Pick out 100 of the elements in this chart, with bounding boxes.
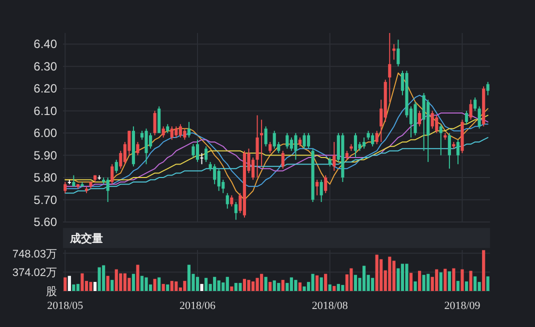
candlestick [114, 159, 118, 174]
bar [272, 280, 276, 291]
bar [238, 282, 242, 291]
candlestick [192, 144, 195, 158]
bar [354, 274, 358, 291]
candlestick [162, 126, 165, 138]
bar [448, 271, 451, 291]
candlestick [196, 139, 200, 162]
bar [464, 281, 468, 291]
candlestick [478, 106, 481, 130]
y-tick-label: 5.90 [34, 148, 58, 162]
candlestick [256, 114, 259, 178]
bar [264, 276, 268, 291]
bar [414, 281, 417, 291]
candlestick [260, 119, 264, 167]
candlestick [230, 194, 234, 207]
candlestick [144, 128, 148, 165]
candlestick [72, 174, 76, 187]
candlestick [448, 132, 451, 170]
candlestick [110, 164, 114, 185]
bar [456, 280, 460, 291]
bar [409, 272, 413, 291]
y-tick-label: 5.70 [34, 192, 58, 207]
y-tick-label: 5.80 [34, 170, 58, 185]
candlestick [430, 110, 434, 130]
bar [144, 277, 148, 291]
bar [332, 286, 336, 291]
bar [256, 278, 259, 291]
candlestick [435, 114, 438, 134]
bar [388, 256, 392, 291]
candlestick [294, 132, 298, 160]
bar [341, 284, 344, 291]
bar [371, 278, 374, 291]
bar [166, 284, 170, 291]
candlestick [474, 96, 477, 112]
bar [486, 276, 490, 291]
bar [268, 282, 272, 291]
bar [281, 280, 284, 291]
candlestick [268, 141, 272, 154]
bar [68, 276, 71, 291]
bar [80, 273, 84, 291]
x-tick-label: 2018/09 [444, 300, 481, 312]
y-tick-label: 5.60 [34, 215, 58, 229]
bar [482, 250, 486, 291]
candlestick [217, 168, 220, 192]
bar [183, 280, 186, 291]
bar [102, 265, 106, 291]
candlestick [187, 121, 190, 138]
candlestick [281, 150, 284, 170]
candlestick [136, 141, 140, 156]
bar [123, 273, 126, 291]
bar [311, 274, 314, 291]
bar [302, 286, 306, 291]
bar [247, 280, 250, 291]
bar [242, 278, 246, 291]
bar [140, 276, 144, 291]
bar [76, 284, 80, 291]
bar [316, 275, 319, 291]
chart-title: 成交量 [69, 232, 103, 245]
bar [439, 272, 442, 291]
y-tick-label: 6.40 [34, 37, 58, 52]
bar [251, 281, 255, 291]
bar [230, 286, 234, 291]
candlestick [486, 81, 490, 96]
bar [128, 278, 131, 291]
candlestick [456, 139, 460, 165]
bar [474, 276, 477, 291]
bar [153, 278, 156, 291]
bar [64, 277, 67, 291]
candlestick [464, 110, 468, 125]
bar [110, 280, 114, 291]
candlestick [286, 132, 289, 150]
bar [294, 280, 298, 291]
bar [336, 284, 340, 291]
bar [405, 264, 408, 291]
candlestick [324, 174, 328, 194]
bar [460, 269, 464, 291]
candlestick [264, 126, 268, 147]
candlestick [396, 39, 400, 67]
candlestick [371, 132, 374, 147]
candlestick [200, 152, 204, 165]
candlestick [183, 128, 186, 140]
candlestick [316, 179, 319, 196]
candlestick [272, 130, 276, 150]
candlestick [178, 124, 182, 138]
y-tick-label: 6.20 [34, 82, 58, 96]
bar [174, 281, 178, 291]
candlestick [418, 110, 422, 127]
bar [106, 276, 110, 291]
bar [204, 278, 208, 291]
bar [469, 270, 472, 291]
y-tick-label: 748.03万 [12, 248, 57, 260]
bar [435, 269, 438, 291]
candlestick [213, 164, 216, 185]
bar [213, 276, 216, 291]
candlestick [439, 124, 442, 156]
candlestick [153, 110, 156, 136]
bar [98, 267, 101, 291]
bar [226, 276, 229, 291]
bar [119, 273, 122, 291]
